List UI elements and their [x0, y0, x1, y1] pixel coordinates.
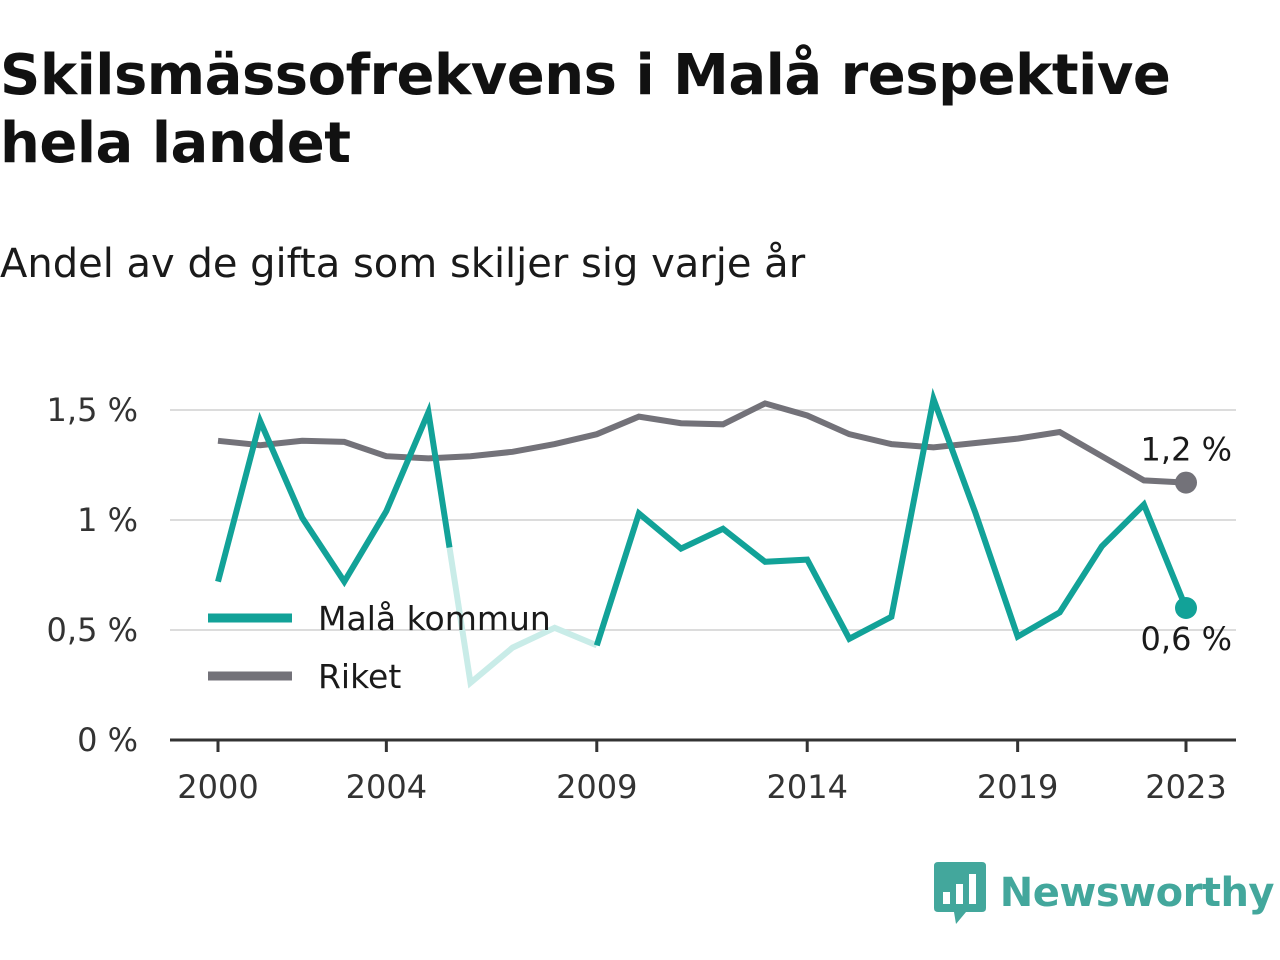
end-labels: 1,2 % 0,6 % — [1141, 431, 1232, 658]
series-line-mala-kommun-part-2 — [593, 387, 1189, 647]
x-tick-label-5: 2023 — [1145, 768, 1226, 806]
legend-label-riket: Riket — [318, 657, 401, 696]
series-line-riket — [217, 400, 1187, 486]
y-axis-labels: 0 % 0,5 % 1 % 1,5 % — [47, 391, 138, 759]
legend: Malå kommun Riket — [208, 599, 551, 696]
series-line-mala-kommun-faded — [446, 547, 598, 689]
x-tick-label-0: 2000 — [177, 768, 258, 806]
chart-subtitle: Andel av de gifta som skiljer sig varje … — [0, 241, 806, 287]
y-tick-label-0: 0 % — [77, 721, 138, 759]
y-tick-label-1: 0,5 % — [47, 611, 138, 649]
end-point-riket — [1175, 471, 1197, 494]
chart-title: Skilsmässofrekvens i Malå respektive hel… — [0, 43, 1171, 176]
x-tick-label-2: 2009 — [556, 768, 637, 806]
series-lines — [215, 387, 1197, 689]
x-tick-label-1: 2004 — [346, 768, 427, 806]
brand: Newsworthy — [933, 862, 1275, 924]
x-tick-label-4: 2019 — [977, 768, 1058, 806]
y-tick-label-2: 1 % — [77, 501, 138, 539]
end-point-mala-kommun — [1175, 597, 1197, 619]
end-label-riket: 1,2 % — [1141, 431, 1232, 469]
x-tick-label-3: 2014 — [766, 768, 847, 806]
y-tick-label-3: 1,5 % — [47, 391, 138, 429]
x-axis — [170, 738, 1236, 752]
series-line-mala-kommun-part-1 — [215, 401, 453, 588]
bar-chart-speech-bubble-icon — [933, 862, 986, 924]
x-axis-labels: 2000 2004 2009 2014 2019 2023 — [177, 768, 1226, 806]
brand-name: Newsworthy — [999, 870, 1275, 916]
line-chart: 0 % 0,5 % 1 % 1,5 % 2000 2004 2009 2014 2019 202… — [47, 387, 1236, 806]
grid-lines — [170, 409, 1236, 631]
legend-label-mala: Malå kommun — [318, 599, 551, 638]
end-label-mala: 0,6 % — [1141, 620, 1232, 658]
